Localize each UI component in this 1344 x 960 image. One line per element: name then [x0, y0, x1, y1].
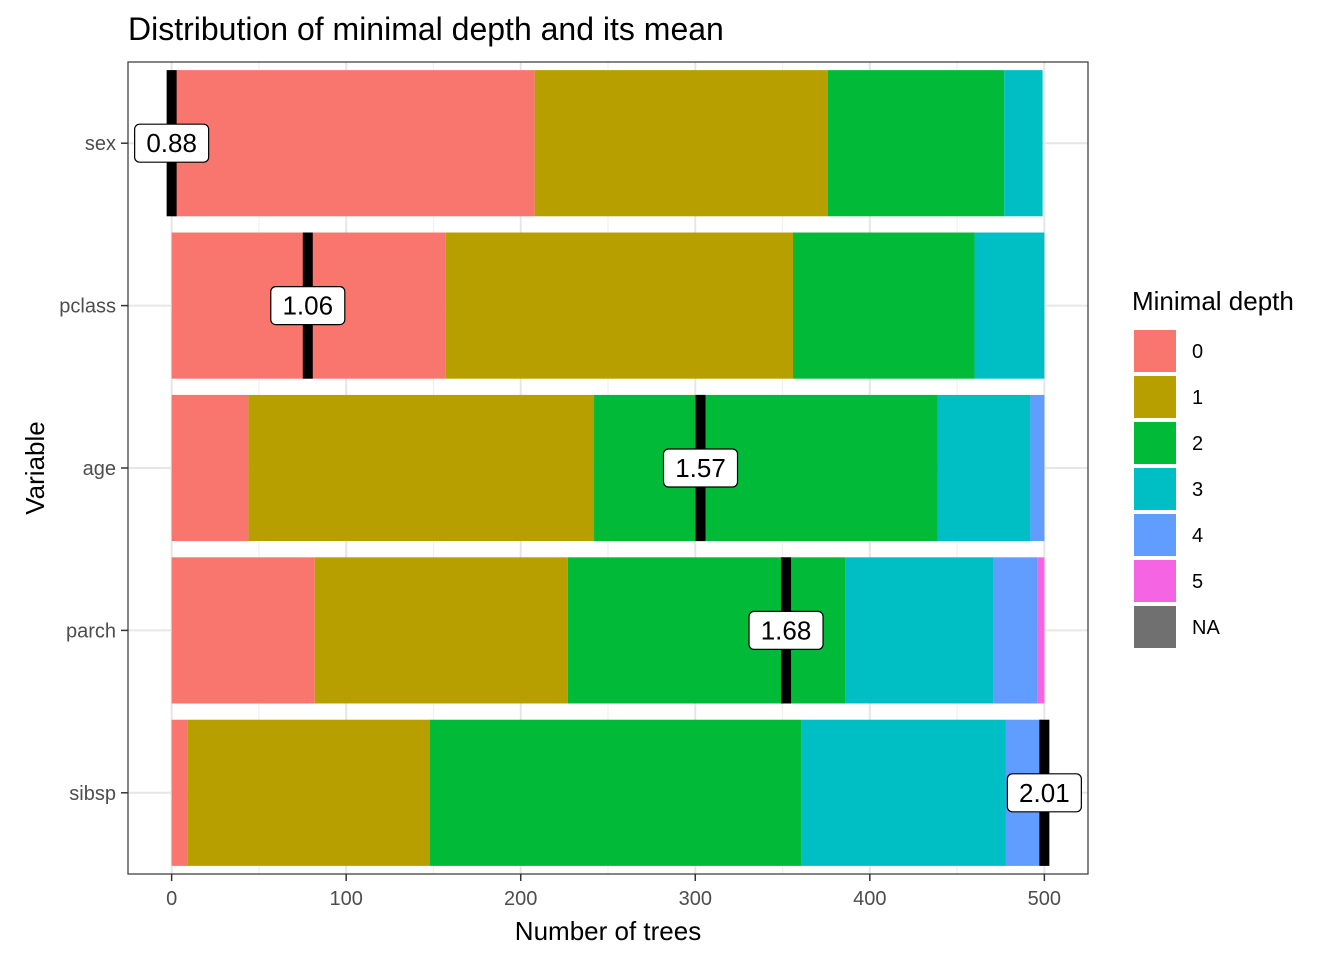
legend-label: 1	[1192, 387, 1203, 409]
x-tick-label: 100	[329, 888, 362, 910]
mean-label-box	[662, 448, 739, 488]
legend-label: 4	[1192, 525, 1203, 547]
bar-segment	[171, 557, 315, 704]
bar-segment	[171, 70, 535, 217]
x-tick-label: 200	[504, 888, 537, 910]
x-tick-label: 300	[679, 888, 712, 910]
legend-key	[1134, 514, 1176, 556]
legend-key	[1134, 330, 1176, 372]
bar-segment	[827, 70, 1005, 217]
bar-segment	[1037, 557, 1045, 704]
legend-key	[1134, 468, 1176, 510]
x-tick-label: 400	[853, 888, 886, 910]
bar-segment	[845, 557, 994, 704]
x-axis-title: Number of trees	[515, 916, 701, 946]
legend-label: 3	[1192, 479, 1203, 501]
mean-label-box	[748, 610, 824, 651]
legend: Minimal depth 0 1 2 3 4 5 NA	[1132, 286, 1294, 648]
bar-segment	[1004, 70, 1043, 217]
mean-label-box	[270, 286, 346, 326]
legend-key	[1134, 606, 1176, 648]
x-tick-label: 500	[1028, 888, 1061, 910]
y-tick-label: sibsp	[69, 783, 116, 805]
mean-label: 1.68	[761, 615, 812, 645]
axes: 0 100 200 300 400 500 sex pclass age parch sibsp	[59, 133, 1061, 910]
mean-markers: 0.88 1.06 1.57 1.68 2.01	[134, 70, 1082, 866]
bar-segment	[594, 394, 938, 542]
y-tick-label: pclass	[59, 296, 116, 318]
y-tick-label: sex	[85, 133, 116, 155]
bar-segment	[993, 557, 1038, 704]
bar-segment	[171, 719, 188, 866]
legend-label: 2	[1192, 433, 1203, 455]
legend-key	[1134, 422, 1176, 464]
legend-label: NA	[1192, 617, 1220, 639]
bars	[171, 70, 1045, 866]
chart-title: Distribution of minimal depth and its me…	[128, 11, 724, 47]
bar-segment	[534, 70, 828, 217]
bar-segment	[1030, 394, 1045, 542]
bar-segment	[445, 232, 794, 379]
bar-segment	[314, 557, 568, 704]
bar-segment	[429, 719, 802, 866]
y-axis-title: Variable	[20, 421, 50, 514]
mean-label: 0.88	[146, 128, 197, 158]
legend-key	[1134, 560, 1176, 602]
mean-label-box	[1006, 773, 1082, 813]
legend-label: 5	[1192, 571, 1203, 593]
y-tick-label: parch	[66, 620, 116, 642]
mean-label-box	[134, 123, 210, 163]
bar-segment	[793, 232, 975, 379]
bar-segment	[801, 719, 1006, 866]
mean-label: 2.01	[1019, 778, 1070, 808]
bar-segment	[171, 394, 249, 542]
mean-label: 1.06	[282, 291, 333, 321]
bar-segment	[974, 232, 1045, 379]
mean-label: 1.57	[675, 453, 726, 483]
bar-segment	[937, 394, 1031, 542]
legend-key	[1134, 376, 1176, 418]
bar-segment	[248, 394, 595, 542]
bar-segment	[187, 719, 430, 866]
x-tick-label: 0	[166, 888, 177, 910]
legend-title: Minimal depth	[1132, 286, 1294, 316]
y-tick-label: age	[83, 458, 116, 480]
legend-label: 0	[1192, 341, 1203, 363]
